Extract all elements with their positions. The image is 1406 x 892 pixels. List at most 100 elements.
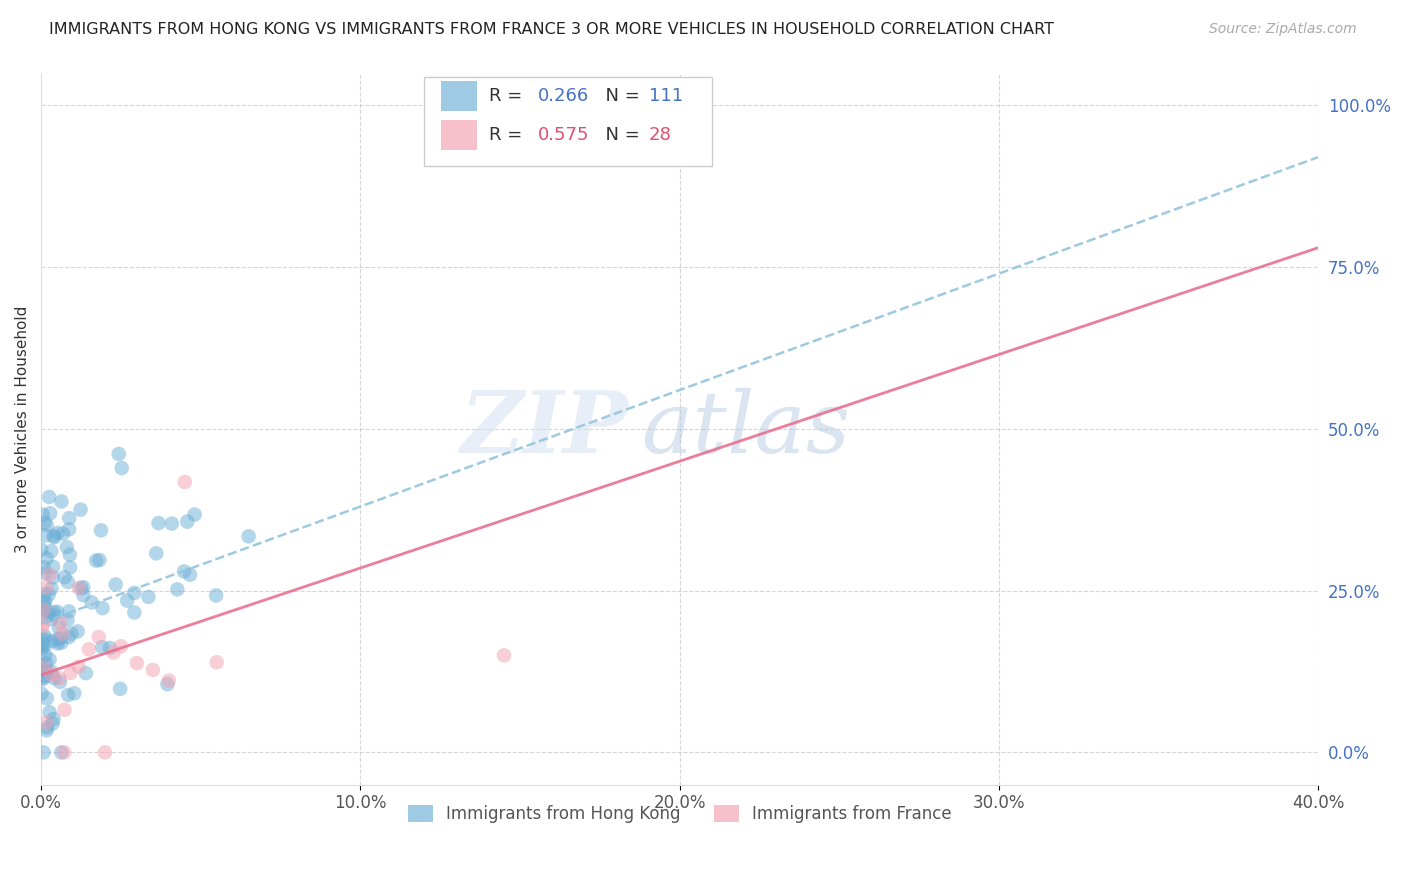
Immigrants from Hong Kong [34, 587, 56, 601]
Immigrants from Hong Kong [31, 636, 53, 650]
Immigrants from Hong Kong [38, 652, 60, 666]
Immigrants from Hong Kong [31, 672, 53, 686]
Immigrants from Hong Kong [124, 606, 146, 620]
Immigrants from Hong Kong [38, 607, 60, 622]
Immigrants from Hong Kong [32, 610, 55, 624]
Immigrants from France [110, 640, 132, 654]
Immigrants from Hong Kong [34, 629, 56, 643]
Immigrants from Hong Kong [238, 529, 260, 543]
Immigrants from Hong Kong [56, 540, 79, 554]
Immigrants from Hong Kong [46, 525, 69, 540]
Immigrants from Hong Kong [46, 632, 69, 647]
Text: R =: R = [489, 126, 529, 144]
Immigrants from Hong Kong [42, 712, 65, 726]
Immigrants from France [605, 98, 627, 112]
Immigrants from Hong Kong [46, 636, 69, 650]
Immigrants from Hong Kong [34, 566, 56, 581]
Immigrants from Hong Kong [72, 580, 94, 594]
Text: 0.266: 0.266 [538, 87, 589, 105]
Immigrants from France [48, 671, 70, 685]
Immigrants from Hong Kong [34, 516, 56, 530]
Immigrants from France [38, 567, 60, 582]
Immigrants from Hong Kong [104, 577, 127, 591]
Immigrants from Hong Kong [32, 560, 55, 574]
Immigrants from France [142, 663, 165, 677]
Text: ZIP: ZIP [461, 387, 628, 471]
Immigrants from France [125, 656, 148, 670]
Immigrants from Hong Kong [41, 634, 63, 648]
Immigrants from Hong Kong [56, 613, 79, 627]
Text: N =: N = [595, 87, 645, 105]
Immigrants from France [103, 645, 125, 659]
Immigrants from Hong Kong [205, 589, 228, 603]
Immigrants from Hong Kong [59, 548, 82, 562]
Immigrants from Hong Kong [58, 511, 80, 525]
Immigrants from Hong Kong [35, 723, 58, 738]
Immigrants from Hong Kong [34, 594, 56, 608]
Immigrants from Hong Kong [173, 565, 195, 579]
Immigrants from France [35, 580, 58, 594]
Immigrants from France [39, 667, 62, 681]
Immigrants from France [35, 715, 58, 730]
Immigrants from Hong Kong [38, 490, 60, 504]
Text: atlas: atlas [641, 387, 851, 470]
Immigrants from Hong Kong [69, 502, 91, 516]
Text: 111: 111 [650, 87, 683, 105]
FancyBboxPatch shape [425, 77, 711, 166]
Immigrants from Hong Kong [41, 582, 63, 596]
Immigrants from Hong Kong [48, 621, 70, 635]
Immigrants from Hong Kong [72, 588, 94, 602]
Immigrants from Hong Kong [80, 595, 103, 609]
Immigrants from Hong Kong [42, 605, 65, 619]
Immigrants from Hong Kong [31, 687, 53, 701]
Immigrants from Hong Kong [42, 529, 65, 543]
FancyBboxPatch shape [441, 120, 477, 150]
Immigrants from Hong Kong [41, 716, 63, 731]
Text: 0.575: 0.575 [538, 126, 589, 144]
Immigrants from France [53, 746, 76, 760]
Immigrants from Hong Kong [89, 553, 111, 567]
Immigrants from Hong Kong [59, 560, 82, 574]
Immigrants from Hong Kong [42, 559, 65, 574]
Immigrants from Hong Kong [84, 553, 107, 567]
Immigrants from Hong Kong [166, 582, 188, 597]
Immigrants from Hong Kong [183, 508, 205, 522]
Immigrants from Hong Kong [31, 664, 53, 678]
Immigrants from France [87, 630, 110, 644]
Immigrants from Hong Kong [42, 671, 65, 685]
Immigrants from Hong Kong [56, 574, 79, 589]
Immigrants from Hong Kong [111, 461, 134, 475]
Immigrants from France [31, 616, 53, 631]
Text: 28: 28 [650, 126, 672, 144]
Immigrants from Hong Kong [56, 688, 79, 702]
Immigrants from Hong Kong [91, 601, 114, 615]
Immigrants from Hong Kong [32, 640, 55, 654]
Immigrants from Hong Kong [30, 542, 52, 557]
Immigrants from Hong Kong [30, 641, 52, 656]
Immigrants from Hong Kong [42, 608, 65, 623]
Immigrants from Hong Kong [35, 664, 58, 678]
Immigrants from France [51, 626, 73, 640]
Immigrants from France [77, 642, 100, 657]
Immigrants from Hong Kong [32, 746, 55, 760]
Immigrants from Hong Kong [51, 746, 73, 760]
Immigrants from France [32, 660, 55, 674]
Immigrants from Hong Kong [115, 593, 138, 607]
Immigrants from Hong Kong [41, 665, 63, 680]
Immigrants from Hong Kong [90, 524, 112, 538]
Immigrants from Hong Kong [31, 633, 53, 648]
Immigrants from France [205, 655, 228, 669]
Immigrants from Hong Kong [145, 546, 167, 560]
Immigrants from Hong Kong [124, 586, 146, 600]
Text: Source: ZipAtlas.com: Source: ZipAtlas.com [1209, 22, 1357, 37]
Immigrants from France [53, 703, 76, 717]
Immigrants from France [94, 746, 117, 760]
Immigrants from Hong Kong [34, 528, 56, 542]
Text: IMMIGRANTS FROM HONG KONG VS IMMIGRANTS FROM FRANCE 3 OR MORE VEHICLES IN HOUSEH: IMMIGRANTS FROM HONG KONG VS IMMIGRANTS … [49, 22, 1054, 37]
Immigrants from Hong Kong [49, 675, 72, 690]
Immigrants from Hong Kong [35, 720, 58, 734]
Immigrants from Hong Kong [38, 705, 60, 719]
Immigrants from Hong Kong [58, 630, 80, 644]
Immigrants from Hong Kong [39, 544, 62, 558]
Immigrants from Hong Kong [39, 506, 62, 520]
